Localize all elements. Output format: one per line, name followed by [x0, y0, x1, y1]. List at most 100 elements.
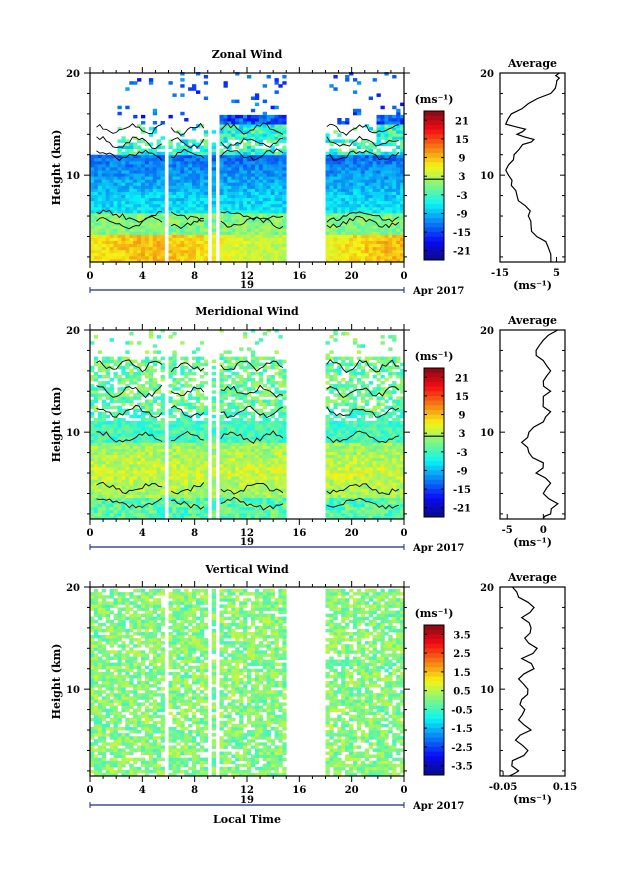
heatmap-cell	[266, 252, 271, 257]
heatmap-cell	[196, 237, 201, 241]
heatmap-cell	[392, 121, 397, 125]
heatmap-cell	[97, 188, 103, 192]
heatmap-cell	[337, 225, 342, 229]
heatmap-cell	[121, 378, 126, 382]
heatmap-cell	[282, 252, 287, 257]
heatmap-cell	[388, 228, 393, 232]
heatmap-cell	[270, 118, 275, 122]
heatmap-cell	[117, 258, 122, 263]
heatmap-cell	[247, 225, 252, 229]
heatmap-cell	[203, 417, 209, 422]
heatmap-cell	[113, 209, 118, 214]
heatmap-cell	[101, 442, 107, 446]
heatmap-cell	[211, 148, 216, 153]
heatmap-cell	[353, 185, 358, 189]
heatmap-cell	[176, 145, 181, 149]
heatmap-cell	[152, 445, 158, 449]
heatmap-cell	[117, 160, 122, 165]
heatmap-cell	[388, 130, 393, 134]
heatmap-cell	[227, 375, 232, 379]
heatmap-cell	[227, 470, 232, 474]
heatmap-cell	[254, 365, 260, 370]
heatmap-cell	[274, 249, 279, 254]
heatmap-cell	[388, 118, 393, 122]
heatmap-cell	[125, 460, 130, 465]
heatmap-cell	[219, 439, 224, 443]
heatmap-cell	[109, 427, 114, 431]
heatmap-cell	[219, 466, 224, 471]
heatmap-cell	[176, 442, 181, 446]
heatmap-cell	[203, 167, 209, 171]
heatmap-cell	[117, 157, 122, 162]
heatmap-cell	[180, 445, 185, 449]
heatmap-cell	[349, 206, 354, 211]
heatmap-cell	[156, 512, 161, 517]
heatmap-cell	[337, 206, 342, 211]
heatmap-cell	[152, 240, 158, 244]
heatmap-cell	[250, 470, 256, 474]
heatmap-cell	[141, 390, 146, 394]
heatmap-cell	[239, 173, 244, 177]
heatmap-cell	[133, 485, 138, 489]
heatmap-cell	[188, 482, 193, 486]
heatmap-cell	[356, 160, 362, 165]
colorbar-swatch	[424, 190, 444, 196]
heatmap-cell	[125, 476, 130, 480]
heatmap-cell	[160, 436, 165, 440]
heatmap-cell	[90, 390, 95, 394]
heatmap-cell	[360, 154, 366, 159]
heatmap-cell	[360, 255, 366, 260]
heatmap-cell	[188, 255, 193, 260]
heatmap-cell	[199, 176, 205, 180]
heatmap-cell	[227, 479, 232, 483]
x-tick-label: 8	[191, 271, 198, 282]
heatmap-cell	[243, 396, 248, 400]
heatmap-cell	[235, 133, 240, 137]
heatmap-cell	[243, 170, 248, 174]
heatmap-cell	[129, 414, 134, 419]
heatmap-cell	[129, 228, 134, 232]
heatmap-cell	[93, 448, 99, 452]
heatmap-cell	[101, 460, 107, 465]
heatmap-cell	[129, 473, 134, 477]
heatmap-cell	[250, 424, 256, 428]
heatmap-cell	[144, 167, 150, 171]
heatmap-cell	[113, 399, 118, 403]
heatmap-cell	[333, 182, 338, 186]
heatmap-cell	[227, 160, 232, 165]
heatmap-cell	[239, 405, 244, 410]
heatmap-cell	[231, 463, 236, 468]
heatmap-cell	[117, 191, 122, 195]
heatmap-cell	[243, 243, 248, 248]
heatmap-cell	[141, 167, 146, 171]
heatmap-cell	[184, 160, 189, 165]
heatmap-cell	[337, 219, 342, 223]
heatmap-cell	[125, 448, 130, 452]
heatmap-cell	[121, 371, 126, 376]
heatmap-cell	[392, 228, 397, 232]
heatmap-cell	[97, 203, 103, 208]
heatmap-cell	[199, 509, 205, 514]
heatmap-cell	[172, 506, 177, 511]
heatmap-cell	[250, 350, 256, 354]
heatmap-cell	[184, 371, 189, 376]
heatmap-cell	[109, 390, 114, 394]
heatmap-cell	[231, 222, 236, 226]
heatmap-cell	[176, 234, 181, 238]
heatmap-cell	[227, 213, 232, 217]
heatmap-cell	[125, 249, 130, 254]
heatmap-cell	[247, 466, 252, 471]
heatmap-cell	[172, 503, 177, 508]
heatmap-cell	[392, 160, 397, 165]
heatmap-cell	[247, 503, 252, 508]
heatmap-cell	[113, 393, 118, 397]
heatmap-cell	[243, 209, 248, 214]
heatmap-cell	[235, 176, 240, 180]
colorbar-tick-label: -21	[453, 247, 471, 258]
heatmap-cell	[239, 427, 244, 431]
heatmap-cell	[141, 231, 146, 235]
heatmap-cell	[239, 384, 244, 388]
heatmap-cell	[105, 182, 110, 186]
heatmap-cell	[133, 430, 138, 434]
heatmap-cell	[129, 457, 134, 462]
